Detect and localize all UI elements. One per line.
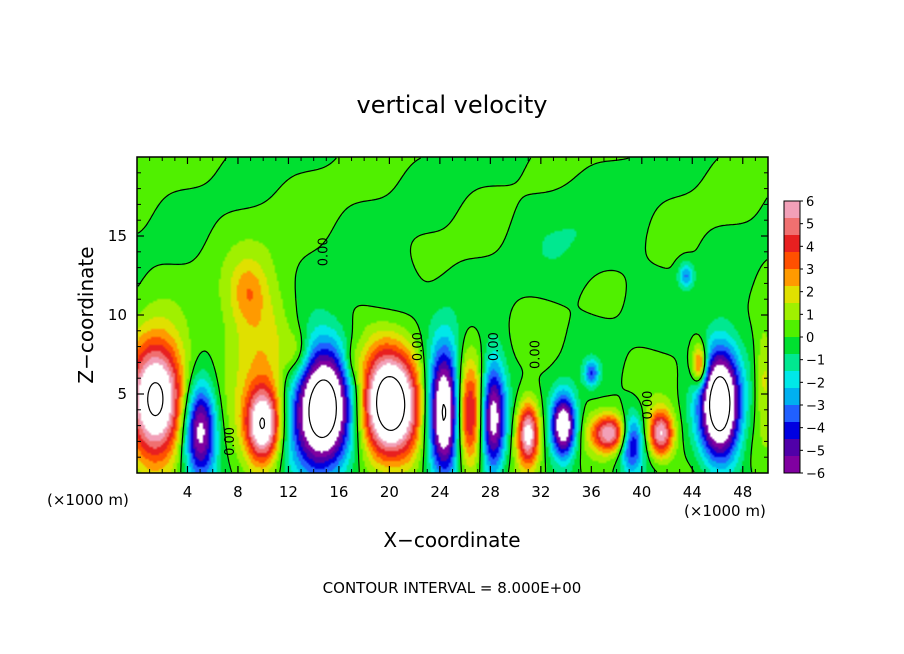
colorbar-swatch — [784, 269, 800, 287]
colorbar-swatch — [784, 456, 800, 474]
colorbar-swatch — [784, 439, 800, 457]
colorbar-swatch — [784, 405, 800, 423]
y-tick-label: 15 — [108, 227, 127, 245]
colorbar-swatch — [784, 354, 800, 372]
colorbar-tick-label: 1 — [806, 308, 814, 323]
colorbar-tick-label: 5 — [806, 218, 814, 233]
contour-label: 0.00 — [529, 340, 544, 369]
velocity-field — [137, 157, 768, 473]
y-tick-label: 5 — [117, 385, 127, 403]
colorbar-tick-label: −3 — [806, 399, 825, 414]
x-axis: 4 8 12 16 20 24 28 32 36 40 44 48 — [149, 157, 756, 501]
x-tick-label: 12 — [279, 483, 298, 501]
x-tick-label: 28 — [481, 483, 500, 501]
colorbar-swatch — [784, 320, 800, 338]
x-tick-label: 24 — [430, 483, 449, 501]
x-tick-label: 40 — [632, 483, 651, 501]
colorbar-tick-label: 2 — [806, 286, 814, 301]
contour-labels: 0.00 0.00 0.00 0.00 0.00 0.00 — [223, 237, 656, 456]
contour-label: 0.00 — [641, 391, 656, 420]
x-units-left: (×1000 m) — [47, 491, 129, 509]
x-tick-label: 4 — [183, 483, 193, 501]
contour-label: 0.00 — [487, 332, 502, 361]
x-tick-label: 44 — [683, 483, 702, 501]
colorbar-tick-label: 6 — [806, 195, 814, 210]
x-units-right: (×1000 m) — [684, 502, 766, 520]
x-tick-label: 8 — [233, 483, 243, 501]
colorbar-swatch — [784, 422, 800, 440]
chart-title: vertical velocity — [357, 91, 548, 119]
x-tick-label: 16 — [329, 483, 348, 501]
colorbar-swatch — [784, 303, 800, 321]
colorbar-tick-label: −6 — [806, 467, 825, 482]
x-tick-label: 48 — [733, 483, 752, 501]
x-axis-label: X−coordinate — [383, 528, 520, 552]
colorbar-tick-label: −4 — [806, 422, 825, 437]
colorbar-tick-label: 0 — [806, 331, 814, 346]
contour-lines — [137, 157, 768, 473]
x-tick-label: 32 — [531, 483, 550, 501]
colorbar-tick-label: −2 — [806, 376, 825, 391]
colorbar-tick-label: 4 — [806, 240, 814, 255]
colorbar-swatch — [784, 337, 800, 355]
colorbar-swatch — [784, 201, 800, 219]
colorbar-swatch — [784, 218, 800, 236]
colorbar-tick-label: −5 — [806, 444, 825, 459]
colorbar-swatch — [784, 286, 800, 304]
colorbar-tick-label: 3 — [806, 263, 814, 278]
contour-interval-footer: CONTOUR INTERVAL = 8.000E+00 — [323, 579, 582, 597]
x-tick-label: 20 — [380, 483, 399, 501]
colorbar-swatch — [784, 371, 800, 389]
colorbar-tick-label: −1 — [806, 354, 825, 369]
contour-positive — [147, 376, 406, 431]
x-tick-label: 36 — [582, 483, 601, 501]
contour-label: 0.00 — [411, 332, 426, 361]
colorbar-swatch — [784, 388, 800, 406]
colorbar-swatch — [784, 235, 800, 253]
contour-negative — [308, 376, 731, 439]
contour-label: 0.00 — [317, 237, 332, 266]
y-axis: 5 10 15 — [108, 172, 768, 458]
colorbar: 6 5 4 3 2 1 0 −1 −2 −3 −4 −5 −6 — [783, 195, 825, 482]
y-axis-label: Z−coordinate — [74, 246, 98, 383]
plot-area: 0.00 0.00 0.00 0.00 0.00 0.00 — [136, 156, 769, 474]
contour-label: 0.00 — [223, 427, 238, 456]
colorbar-swatch — [784, 252, 800, 270]
y-tick-label: 10 — [108, 306, 127, 324]
